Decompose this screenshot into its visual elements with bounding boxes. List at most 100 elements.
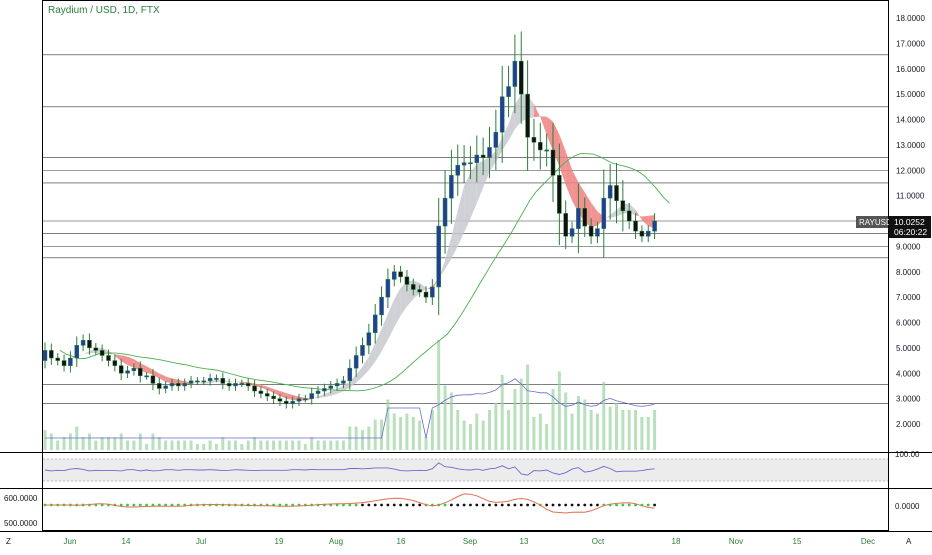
candle-body [456, 165, 460, 175]
ribbon-segment [197, 382, 203, 383]
candle-body [227, 383, 231, 386]
volume-bar [361, 430, 364, 450]
volume-bar [139, 434, 142, 451]
volume-bar [291, 441, 294, 451]
candle-body [627, 211, 631, 221]
volume-bar [126, 441, 129, 451]
volume-bar [526, 365, 529, 451]
candle-body [570, 229, 574, 237]
candle-body [335, 383, 339, 386]
price-tick-label: 16.0000 [896, 65, 925, 74]
symbol-title: Raydium / USD, 1D, FTX [48, 5, 160, 16]
volume-bar [564, 393, 567, 451]
time-tick-label: Jun [64, 537, 77, 546]
candle-body [272, 396, 276, 399]
ribbon-segment [274, 389, 280, 396]
volume-bar [171, 441, 174, 451]
osc-line [45, 494, 655, 513]
symbol-tag-label: RAYUSD [859, 218, 892, 227]
volume-bar [640, 417, 643, 450]
corner-right[interactable]: A [906, 537, 912, 546]
chart-frame [43, 1, 889, 531]
volume-bar [196, 444, 199, 450]
candle-body [164, 386, 168, 389]
ribbon-segment [324, 392, 330, 398]
time-tick-label: 19 [275, 537, 284, 546]
ribbon-segment [369, 343, 375, 370]
candle-body [341, 381, 345, 384]
candle-body [481, 155, 485, 158]
ribbon-segment [286, 393, 292, 400]
volume-bar [63, 437, 66, 450]
volume-bar [405, 414, 408, 451]
candle-body [551, 150, 555, 175]
volume-bar [418, 421, 421, 451]
osc-dot [653, 504, 656, 507]
candles[interactable] [43, 31, 657, 408]
candle-body [113, 361, 117, 366]
volume-bar [532, 417, 535, 450]
candle-body [322, 388, 326, 391]
osc-dot [374, 504, 377, 507]
ribbon-segment [382, 314, 388, 352]
candle-body [640, 231, 644, 236]
osc-dot [520, 504, 523, 507]
price-tick-label: 5.0000 [896, 344, 921, 353]
ribbon-segment [477, 161, 483, 204]
candle-body [646, 231, 650, 236]
osc-left-bottom: 500.0000 [4, 519, 38, 528]
volume-bar [202, 444, 205, 450]
volume-bar [82, 437, 85, 450]
osc-dot [450, 504, 453, 507]
candle-body [157, 383, 161, 388]
price-tick-label: 12.0000 [896, 166, 925, 175]
candle-body [208, 378, 212, 381]
candle-body [259, 391, 263, 394]
candle-body [526, 94, 530, 137]
osc-dot [355, 504, 358, 507]
candle-body [615, 185, 619, 200]
osc-dot [361, 504, 364, 507]
volume-bar [494, 403, 497, 450]
candle-body [494, 132, 498, 147]
candle-body [56, 358, 60, 361]
candle-body [380, 297, 384, 315]
ribbon-segment [267, 387, 273, 393]
osc-dot [488, 504, 491, 507]
candle-body [170, 383, 174, 386]
corner-left[interactable]: Z [6, 537, 11, 546]
ribbon-segment [470, 164, 476, 218]
time-tick-label: Dec [861, 537, 875, 546]
volume-bar [120, 434, 123, 451]
volume-bar [183, 441, 186, 451]
ribbon-segment [515, 94, 521, 129]
osc-dot [418, 504, 421, 507]
candle-body [532, 137, 536, 142]
volume-bar [259, 441, 262, 451]
candle-body [214, 378, 218, 379]
volume-bar [190, 441, 193, 451]
volume-bar [228, 441, 231, 451]
volume-bar [240, 444, 243, 450]
volume-bar [431, 410, 434, 450]
osc-dot [564, 504, 567, 507]
osc-dot [367, 504, 370, 507]
candle-body [49, 350, 53, 358]
price-tick-label: 9.0000 [896, 242, 921, 251]
candle-body [386, 279, 390, 297]
osc-dot [552, 504, 555, 507]
ribbon-segment [83, 351, 89, 354]
time-tick-label: Sep [463, 537, 478, 546]
ribbon-segment [388, 299, 394, 340]
time-tick-label: Nov [729, 537, 743, 546]
candle-body [411, 284, 415, 289]
ribbon-segment [318, 394, 324, 398]
candle-body [253, 386, 257, 391]
ribbon-segment [636, 210, 642, 220]
candle-body [424, 292, 428, 297]
volume-bar [158, 437, 161, 450]
osc-dot [507, 504, 510, 507]
osc-dot [475, 504, 478, 507]
volume-bar [145, 444, 148, 450]
